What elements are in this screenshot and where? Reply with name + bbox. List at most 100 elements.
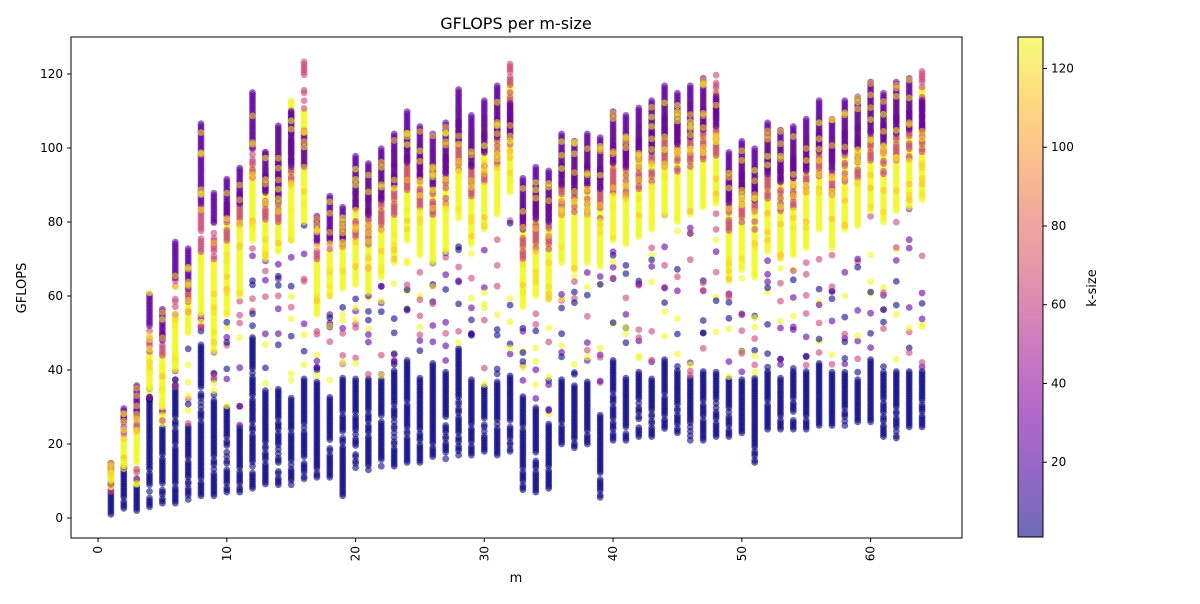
scatter-point [403,129,411,137]
scatter-point [532,381,540,388]
scatter-point [416,147,424,155]
scatter-point [429,300,437,308]
scatter-point [274,200,282,207]
scatter-point [545,259,553,266]
scatter-point [583,291,591,299]
scatter-point [377,158,385,166]
scatter-point [480,182,488,190]
scatter-point [416,192,424,199]
scatter-point [146,345,153,353]
scatter-point [403,206,411,214]
scatter-point [236,219,244,227]
scatter-point [377,145,385,153]
scatter-point [365,160,372,167]
scatter-point [365,331,372,338]
scatter-point [236,421,244,429]
scatter-point [377,267,385,275]
scatter-point [274,292,282,300]
scatter-point [236,164,244,172]
scatter-point [390,350,398,357]
scatter-point [262,180,269,188]
scatter-point [236,181,244,189]
scatter-point [339,358,347,366]
scatter-point [429,198,437,206]
scatter-point [159,363,166,371]
scatter-point [442,318,450,326]
scatter-point [352,324,359,331]
scatter-point [390,255,398,263]
scatter-point [262,267,269,275]
scatter-point [223,375,231,383]
scatter-point [493,262,501,269]
scatter-point [352,225,359,233]
scatter-point [352,451,359,458]
scatter-point [120,458,128,466]
scatter-point [442,422,450,429]
scatter-point [532,457,540,465]
scatter-point [184,245,192,253]
scatter-point [223,448,231,456]
scatter-point [596,221,604,229]
scatter-point [480,289,488,296]
scatter-point [583,339,591,346]
scatter-point [262,235,269,243]
scatter-point [571,382,578,389]
scatter-point [493,378,501,386]
scatter-point [313,225,321,233]
scatter-point [558,138,565,146]
scatter-point [532,248,540,255]
scatter-point [493,311,501,318]
scatter-point [171,303,179,311]
scatter-point [287,293,295,301]
scatter-point [571,169,578,176]
scatter-point [326,322,334,330]
scatter-point [506,100,514,107]
scatter-point [468,332,475,339]
scatter-point [339,329,347,337]
scatter-point [390,280,398,287]
scatter-point [455,263,462,271]
scatter-point [313,363,321,371]
scatter-point [223,175,231,183]
scatter-point [223,257,231,265]
scatter-point [416,218,424,226]
scatter-point [339,214,347,222]
scatter-point [171,316,179,324]
scatter-point [197,120,205,127]
scatter-point [352,375,359,383]
scatter-point [326,240,334,248]
scatter-point [416,374,424,382]
scatter-point [468,304,475,312]
scatter-point [390,176,398,184]
scatter-point [506,177,514,185]
scatter-point [274,208,282,215]
scatter-point [416,337,424,344]
scatter-point [455,300,462,308]
scatter-point [287,236,295,244]
scatter-point [133,465,141,473]
scatter-point [377,297,385,305]
scatter-point [339,317,347,324]
scatter-point [480,304,488,312]
scatter-point [545,283,553,290]
scatter-point [558,291,565,298]
scatter-point [403,225,411,233]
scatter-point [300,320,308,328]
scatter-point [403,108,411,116]
scatter-point [146,494,153,502]
scatter-point [262,276,269,284]
scatter-point [197,318,205,326]
scatter-point [223,333,231,341]
scatter-point [493,130,501,138]
scatter-point [120,426,128,434]
scatter-point [133,415,141,423]
scatter-point [133,427,141,435]
scatter-point [249,310,256,318]
scatter-point [532,194,540,202]
scatter-point [365,230,372,237]
scatter-point [326,445,334,452]
scatter-point [146,368,153,376]
scatter-point [480,220,488,228]
scatter-point [223,402,231,410]
scatter-point [184,400,192,408]
